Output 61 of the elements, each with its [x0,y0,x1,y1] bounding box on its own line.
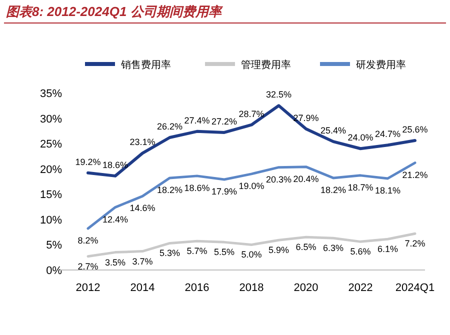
data-label: 3.7% [132,256,153,266]
data-label: 7.2% [404,238,426,249]
data-label: 18.2% [156,184,183,195]
title: 图表8: 2012-2024Q1 公司期间费用率 [6,4,222,19]
data-label: 5.5% [214,247,235,258]
y-tick-label: 25% [40,138,62,151]
data-label: 27.2% [211,116,238,126]
x-tick-label: 2020 [294,282,318,294]
x-tick-label: 2022 [348,282,373,294]
y-tick-label: 30% [40,113,62,126]
data-label: 3.5% [104,257,126,268]
data-label: 5.7% [186,246,208,256]
data-label: 2.7% [78,261,98,272]
y-tick-label: 10% [40,214,62,226]
data-label: 28.7% [238,108,264,119]
legend-item: 管理费用率 [205,60,291,71]
legend-label: 销售费用率 [120,59,171,71]
data-label: 24.0% [348,132,374,143]
x-tick-label: 2012 [76,282,100,294]
legend-item: 销售费用率 [85,60,171,71]
legend-label: 研发费用率 [356,59,406,71]
data-label: 5.9% [268,245,290,256]
data-label: 5.0% [241,250,262,260]
data-label: 23.1% [130,137,156,148]
data-label: 20.4% [293,174,319,184]
x-tick-label: 2016 [184,282,210,294]
y-tick-label: 35% [40,88,62,100]
data-label: 27.9% [293,112,319,123]
data-label: 6.3% [322,243,344,254]
data-label: 20.3% [266,174,292,184]
data-label: 5.3% [159,248,180,258]
data-label: 19.2% [75,156,101,167]
y-tick-label: 5% [46,240,62,252]
data-label: 18.7% [348,182,374,192]
data-label: 8.2% [78,236,98,246]
data-label: 32.5% [266,90,292,100]
data-label: 25.4% [320,126,346,136]
data-label: 5.6% [350,246,371,257]
data-label: 24.7% [374,129,401,140]
data-label: 6.5% [296,242,316,252]
x-tick-label: 2014 [130,282,155,294]
legend-item: 研发费用率 [320,60,406,71]
x-tick-label: 2024Q1 [395,282,435,294]
data-label: 12.4% [102,214,128,224]
data-label: 18.6% [184,182,210,193]
data-label: 6.1% [377,244,398,254]
data-label: 14.6% [130,203,156,214]
data-label: 17.9% [211,186,238,196]
data-label: 19.0% [238,180,264,191]
y-tick-label: 20% [40,164,62,176]
y-tick-label: 15% [40,189,62,202]
data-label: 18.6% [102,160,128,170]
data-label: 18.1% [374,185,401,196]
x-tick-label: 2018 [239,282,264,294]
data-label: 25.6% [402,124,428,135]
legend-label: 管理费用率 [241,59,291,71]
data-label: 26.2% [156,122,183,132]
data-label: 18.2% [320,184,346,195]
y-tick-label: 0% [46,265,62,277]
data-label: 21.2% [402,170,428,180]
data-label: 27.4% [184,115,210,126]
